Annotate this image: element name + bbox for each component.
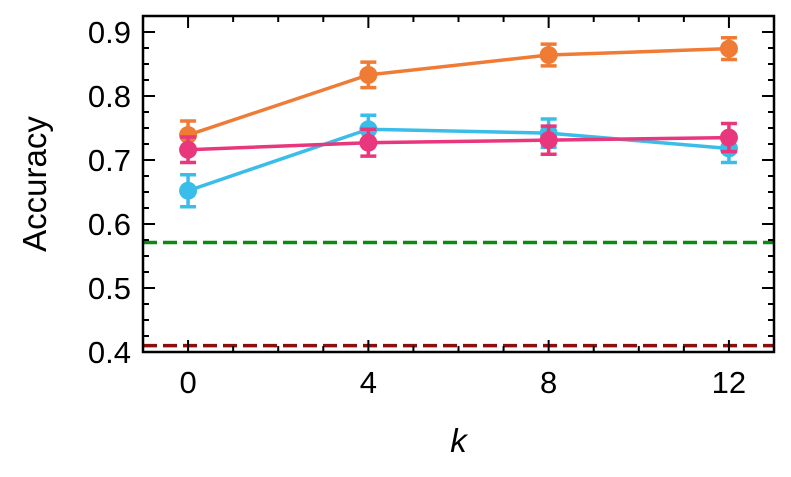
data-point	[539, 46, 558, 65]
y-tick-label: 0.5	[88, 271, 131, 306]
data-point	[719, 39, 738, 58]
y-tick-label: 0.6	[88, 207, 131, 242]
x-tick-label: 4	[360, 365, 377, 400]
data-point	[179, 181, 198, 200]
x-tick-label: 0	[179, 365, 196, 400]
x-axis-label: k	[450, 422, 468, 459]
y-tick-label: 0.8	[88, 79, 131, 114]
data-point	[719, 128, 738, 147]
data-point	[359, 133, 378, 152]
data-point	[179, 126, 198, 145]
data-point	[179, 140, 198, 159]
y-tick-label: 0.7	[88, 143, 131, 178]
y-tick-label: 0.9	[88, 15, 131, 50]
data-point	[359, 65, 378, 84]
y-axis-label: Accuracy	[16, 116, 53, 252]
x-tick-label: 12	[712, 365, 746, 400]
series-line	[187, 127, 730, 193]
series-line	[188, 135, 729, 152]
x-tick-label: 8	[540, 365, 557, 400]
data-point	[539, 131, 558, 150]
series-3	[179, 121, 738, 165]
series-2	[179, 113, 738, 209]
y-tick-label: 0.4	[88, 335, 131, 370]
series-line	[187, 46, 729, 137]
